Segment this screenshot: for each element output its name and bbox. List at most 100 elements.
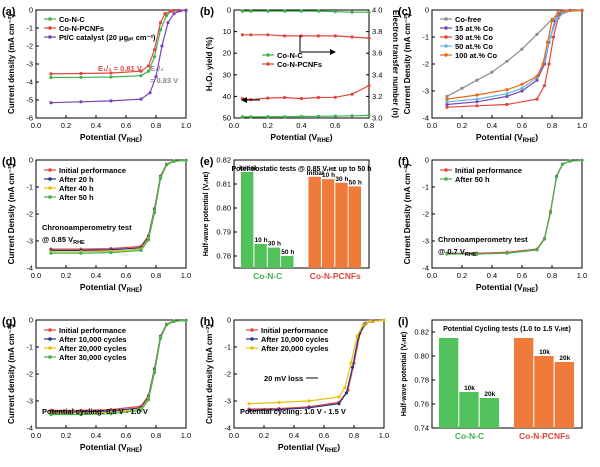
y-tick-label: -1 xyxy=(422,33,429,42)
x-axis-label-sub: RHE xyxy=(317,138,330,144)
x-tick-label: 1.0 xyxy=(181,431,191,440)
y-tick-label: -4 xyxy=(422,114,429,123)
annotation-text: @ 0.7 VRHE xyxy=(438,247,477,258)
data-point xyxy=(79,251,83,255)
data-point xyxy=(49,412,53,417)
x-axis-label-sub: RHE xyxy=(523,288,536,294)
x-axis-label: Potential (VRHE) xyxy=(476,132,538,144)
data-point xyxy=(184,318,188,322)
series-line-2 xyxy=(242,10,369,13)
data-point xyxy=(240,33,244,37)
legend-label: After 50 h xyxy=(455,175,490,184)
data-point xyxy=(337,395,341,399)
data-point xyxy=(460,86,464,90)
data-point xyxy=(158,21,163,25)
data-point xyxy=(158,336,163,340)
legend-marker xyxy=(48,328,52,332)
data-point xyxy=(562,9,566,13)
x-tick-label: 0.2 xyxy=(259,431,269,440)
data-point xyxy=(350,365,355,369)
data-point xyxy=(505,92,509,96)
bar-label: 20k xyxy=(559,355,570,362)
data-point xyxy=(316,114,320,118)
x-axis-label-main: Potential (V xyxy=(80,442,127,452)
data-point xyxy=(568,159,572,163)
x-tick-label: 1.0 xyxy=(181,121,191,130)
annotation-text: @ 0.85 VRHE xyxy=(42,235,85,246)
data-point xyxy=(350,10,354,14)
data-point xyxy=(580,158,584,162)
data-point xyxy=(109,251,113,255)
data-point xyxy=(283,95,287,100)
x-axis-label: Potential (VRHE) xyxy=(278,442,340,454)
x-tick-label: 0.2 xyxy=(61,271,71,280)
y-tick-label: 50 xyxy=(223,114,231,123)
x-axis-label-sub: RHE xyxy=(325,448,338,454)
data-point xyxy=(445,252,449,256)
y-tick-label: -2 xyxy=(422,210,429,219)
x-tick-label: 0.6 xyxy=(517,121,527,130)
data-point xyxy=(333,10,337,14)
data-point xyxy=(299,97,304,101)
legend-label: After 40 h xyxy=(59,184,94,193)
data-point xyxy=(160,44,164,48)
x-tick-label: 1.0 xyxy=(181,271,191,280)
data-point xyxy=(445,97,449,101)
bar xyxy=(308,176,321,268)
bar xyxy=(267,247,281,268)
y2-tick-label: 4.0 xyxy=(372,6,382,15)
annotation-main: = 0.83 V xyxy=(150,76,178,85)
legend-label: After 50 h xyxy=(59,193,94,202)
y-tick-label: -4 xyxy=(26,78,33,87)
y-tick-label: 0 xyxy=(227,6,231,15)
y2-axis-label: Electron transfer number (n) xyxy=(391,10,400,118)
data-point xyxy=(49,251,53,255)
data-point xyxy=(554,175,559,179)
x-tick-label: 1.0 xyxy=(577,121,587,130)
annotation-text: E₁/₂ xyxy=(150,64,164,73)
x-axis-label-tail: ) xyxy=(139,282,142,292)
data-point xyxy=(361,323,365,327)
y-axis-label: Current density (mA cm⁻²) xyxy=(205,324,214,424)
legend-marker xyxy=(444,177,448,181)
y-tick-label: 0 xyxy=(29,156,33,165)
legend-marker xyxy=(444,168,448,172)
y-tick-label: -4 xyxy=(26,424,33,433)
data-point xyxy=(350,35,354,39)
y-axis-label: Current Density (mA cm⁻²) xyxy=(403,163,412,264)
data-point xyxy=(152,55,157,59)
y-tick-label: -4 xyxy=(26,264,33,273)
legend-label: 100 at.% Co xyxy=(455,51,498,60)
data-point xyxy=(337,402,341,406)
y-tick-label: 0 xyxy=(29,316,33,325)
data-point xyxy=(139,248,143,252)
series-line-4 xyxy=(51,159,187,254)
legend-label: After 20 h xyxy=(59,175,94,184)
y-axis-label: H₂O₂ yield (%) xyxy=(205,37,214,92)
annotation-text: Chronoamperometry test xyxy=(42,223,132,232)
x-axis-label-tail: ) xyxy=(139,442,142,452)
data-point xyxy=(344,391,349,395)
legend-label: 50 at.% Co xyxy=(455,42,493,51)
y-tick-label: 0.74 xyxy=(414,424,429,433)
y-tick-label: -4 xyxy=(224,424,231,433)
data-point xyxy=(475,100,479,104)
data-point xyxy=(247,402,251,406)
y-tick-label: -3 xyxy=(26,60,33,69)
x-tick-label: 0.0 xyxy=(229,121,239,130)
series-line-4 xyxy=(242,34,370,39)
data-point xyxy=(520,82,524,86)
legend-marker xyxy=(266,53,270,57)
data-point xyxy=(475,97,479,101)
data-point xyxy=(158,28,163,32)
y-tick-label: -1 xyxy=(26,183,33,192)
x-tick-label: 0.0 xyxy=(31,121,41,130)
annotation-main: Potential cycling: 0.6 V - 1.0 V xyxy=(42,407,148,416)
data-point xyxy=(266,96,270,100)
data-point xyxy=(178,9,182,13)
data-point xyxy=(283,115,287,119)
data-point xyxy=(240,115,244,119)
x-axis-label-main: Potential (V xyxy=(80,282,127,292)
y-tick-label: 0.79 xyxy=(216,228,231,237)
data-point xyxy=(166,21,170,25)
